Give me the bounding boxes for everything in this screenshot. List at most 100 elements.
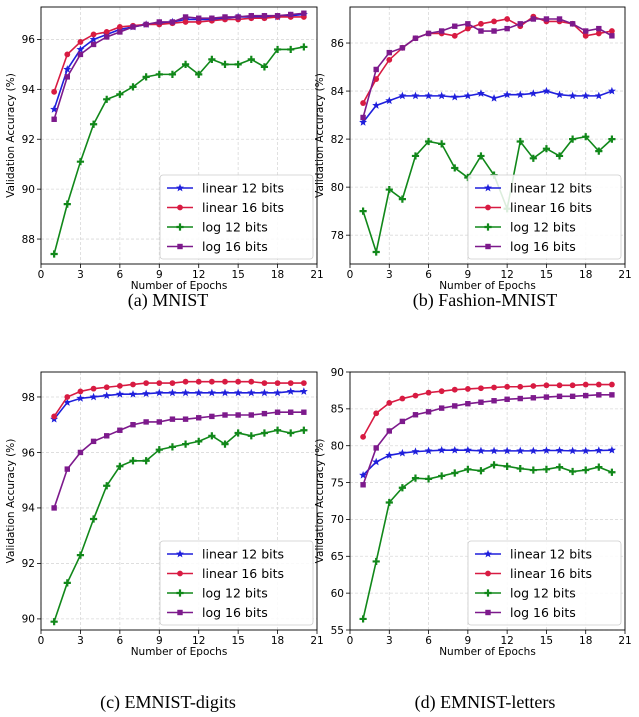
data-point-2-6 <box>116 382 123 389</box>
data-point-2-20 <box>609 28 615 34</box>
data-point-3-11 <box>181 60 190 68</box>
y-tick-label: 86 <box>331 38 345 50</box>
data-point-3-10 <box>168 70 177 78</box>
data-point-4-1000 <box>177 609 183 616</box>
data-point-3-9 <box>464 465 472 473</box>
data-point-3-15 <box>542 145 551 153</box>
data-point-3-11 <box>490 461 498 469</box>
data-point-1-3 <box>385 451 394 459</box>
data-point-3-3 <box>76 158 85 166</box>
series-markers-3 <box>50 43 308 258</box>
x-tick-label: 15 <box>231 269 244 281</box>
data-point-2-14 <box>222 378 228 385</box>
data-point-4-12 <box>196 415 202 421</box>
data-point-1-16 <box>555 90 564 99</box>
data-point-1-13 <box>516 90 525 99</box>
data-point-4-9 <box>156 419 162 425</box>
data-point-3-19 <box>595 147 603 155</box>
data-point-3-11 <box>181 440 190 448</box>
data-point-3-14 <box>529 154 537 162</box>
data-point-1-13 <box>516 446 525 455</box>
data-point-3-18 <box>582 466 590 474</box>
data-point-1-17 <box>568 91 577 100</box>
legend-box <box>159 174 314 260</box>
x-tick-label: 3 <box>77 269 84 281</box>
data-point-3-5 <box>411 474 420 482</box>
data-point-2-3 <box>386 400 393 406</box>
series-markers-1 <box>359 86 616 126</box>
data-point-4-14 <box>530 395 537 401</box>
data-point-1-16 <box>555 446 564 454</box>
y-axis-label: Validation Accuracy (%) <box>314 439 326 564</box>
data-point-2-8 <box>451 386 458 393</box>
data-point-4-11 <box>182 14 189 20</box>
x-axis-label: Number of Epochs <box>439 646 536 658</box>
x-tick-label: 21 <box>618 269 631 281</box>
data-point-1-2 <box>372 457 381 466</box>
legend: linear 12 bits linear 16 bits log 12 bits l… <box>159 174 314 260</box>
data-point-1-5 <box>411 447 420 456</box>
data-point-2-17 <box>569 382 576 389</box>
data-point-3-3 <box>385 185 393 194</box>
data-point-4-3 <box>386 428 392 434</box>
data-point-4-9 <box>465 21 471 27</box>
data-point-3-1000 <box>176 589 184 597</box>
data-point-1-2 <box>63 398 72 406</box>
legend-label-3: log 12 bits <box>202 586 268 601</box>
y-axis-label: Validation Accuracy (%) <box>5 439 17 564</box>
x-tick-label: 9 <box>465 269 472 281</box>
x-tick-label: 21 <box>310 635 323 647</box>
data-point-4-7 <box>130 24 136 30</box>
data-point-2-5 <box>103 384 110 391</box>
data-point-4-16 <box>248 412 254 418</box>
legend-label-3: log 12 bits <box>510 586 576 601</box>
data-point-4-14 <box>222 14 228 20</box>
x-axis-label: Number of Epochs <box>131 646 228 658</box>
y-tick-label: 94 <box>22 84 36 96</box>
data-point-2-16 <box>248 378 255 385</box>
data-point-3-7 <box>129 83 137 91</box>
data-point-4-20 <box>609 33 615 39</box>
y-tick-label: 90 <box>22 614 35 626</box>
x-tick-label: 12 <box>500 269 513 281</box>
y-tick-label: 98 <box>22 392 35 404</box>
data-point-4-1000 <box>485 243 491 250</box>
data-point-3-13 <box>208 55 216 63</box>
data-point-3-8 <box>142 457 150 465</box>
y-tick-label: 90 <box>22 184 35 196</box>
data-point-1-9 <box>463 445 472 454</box>
data-point-3-4 <box>398 484 406 492</box>
data-point-4-18 <box>583 392 589 399</box>
y-tick-label: 92 <box>22 134 35 146</box>
data-point-2-20 <box>300 380 307 386</box>
data-point-4-15 <box>543 16 550 22</box>
data-point-3-9 <box>155 446 163 454</box>
data-point-4-3 <box>77 51 84 58</box>
data-point-2-9 <box>464 25 471 32</box>
data-point-1-10 <box>168 388 177 397</box>
legend-label-2: linear 16 bits <box>202 566 284 581</box>
data-point-2-2 <box>64 51 71 58</box>
data-point-4-4 <box>90 41 97 48</box>
data-point-3-19 <box>287 429 295 437</box>
data-point-4-19 <box>596 25 602 32</box>
y-tick-label: 70 <box>331 514 344 526</box>
panel-caption: (b) Fashion-MNIST <box>413 290 558 311</box>
data-point-4-5 <box>412 35 419 41</box>
y-tick-label: 55 <box>331 625 344 637</box>
x-tick-label: 6 <box>117 269 124 281</box>
data-point-3-10 <box>477 152 485 160</box>
data-point-2-14 <box>530 383 537 389</box>
data-point-2-1000 <box>485 570 491 577</box>
data-point-3-14 <box>221 60 229 68</box>
data-point-3-8 <box>451 469 459 477</box>
data-point-2-10 <box>478 20 484 27</box>
legend-label-2: linear 16 bits <box>202 200 284 215</box>
x-tick-label: 12 <box>500 635 513 647</box>
series-markers-4 <box>51 10 307 122</box>
data-point-3-7 <box>438 472 446 480</box>
y-tick-label: 92 <box>22 558 35 570</box>
data-point-3-20 <box>300 426 308 434</box>
x-tick-label: 15 <box>540 269 553 281</box>
data-point-4-4 <box>399 418 406 425</box>
